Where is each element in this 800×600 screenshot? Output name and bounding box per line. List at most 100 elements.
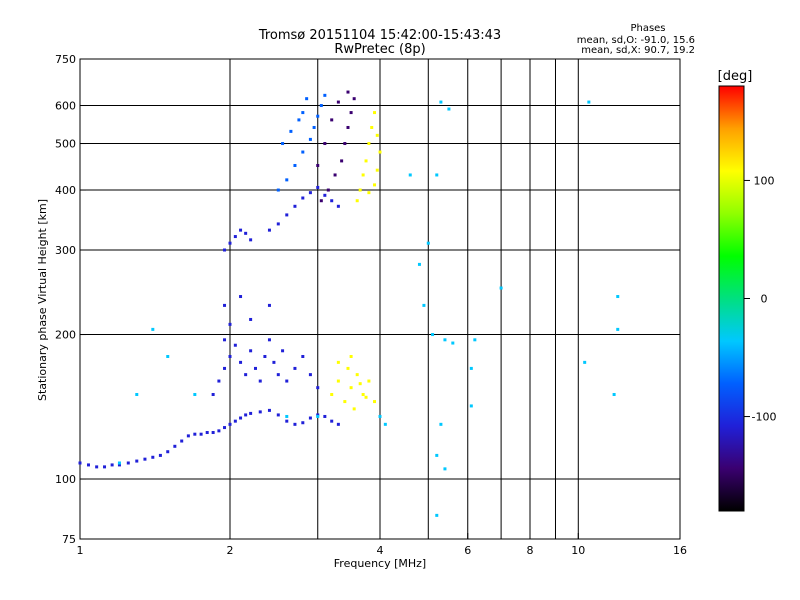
data-point [451, 341, 455, 345]
data-point [612, 393, 616, 397]
data-points [78, 90, 620, 517]
data-point [267, 228, 271, 232]
data-point [217, 379, 221, 383]
data-point [233, 343, 237, 347]
y-tick-label: 200 [55, 329, 76, 342]
data-point [316, 114, 320, 118]
data-point [276, 222, 280, 226]
data-point [316, 414, 320, 418]
y-tick-label: 100 [55, 473, 76, 486]
data-point [305, 97, 309, 101]
data-point [439, 100, 443, 104]
data-point [297, 118, 301, 122]
y-tick-label: 400 [55, 184, 76, 197]
data-point [443, 338, 447, 342]
data-point [340, 159, 344, 163]
data-point [285, 178, 289, 182]
data-point [244, 231, 248, 235]
data-point [469, 366, 473, 370]
x-tick-label: 4 [377, 544, 384, 557]
data-point [258, 379, 262, 383]
data-point [323, 93, 327, 97]
colorbar-tick-label: 0 [761, 293, 768, 306]
data-point [330, 419, 334, 423]
data-point [244, 413, 248, 417]
data-point [364, 159, 368, 163]
colorbar-label: [deg] [718, 69, 753, 84]
data-point [78, 461, 82, 465]
data-point [86, 463, 90, 467]
data-point [258, 410, 262, 414]
data-point [272, 360, 276, 364]
data-point [355, 373, 359, 377]
data-point [358, 382, 362, 386]
data-point [166, 450, 170, 454]
data-point [367, 191, 371, 195]
data-point [281, 142, 285, 146]
data-point [435, 513, 439, 517]
data-point [364, 395, 368, 399]
chart-subtitle: RwPretec (8p) [334, 42, 425, 57]
data-point [499, 286, 503, 290]
series-group [316, 90, 356, 203]
data-point [358, 188, 362, 192]
data-point [285, 379, 289, 383]
data-point [301, 421, 305, 425]
data-point [319, 199, 323, 203]
x-tick-label: 8 [527, 544, 534, 557]
data-point [349, 111, 353, 115]
x-tick-label: 10 [571, 544, 585, 557]
data-point [217, 429, 221, 433]
data-point [439, 422, 443, 426]
grid-lines [80, 59, 680, 539]
data-point [587, 100, 591, 104]
data-point [211, 431, 215, 435]
data-point [323, 142, 327, 146]
data-point [308, 373, 312, 377]
colorbar: [deg] 100 0 -100 [718, 69, 777, 512]
data-point [336, 379, 340, 383]
data-point [135, 459, 139, 463]
data-point [367, 379, 371, 383]
data-point [408, 173, 412, 177]
data-point [422, 303, 426, 307]
data-point [205, 431, 209, 435]
data-point [285, 419, 289, 423]
data-point [352, 97, 356, 101]
data-point [276, 188, 280, 192]
data-point [583, 360, 587, 364]
data-point [223, 426, 227, 430]
data-point [346, 90, 350, 94]
data-point [330, 118, 334, 122]
data-point [323, 414, 327, 418]
y-axis-label: Stationary phase Virtual Height [km] [36, 199, 49, 401]
plot-area: 1 2 4 6 8 10 16 75 100 200 300 400 500 600 750 [55, 53, 687, 557]
data-point [276, 413, 280, 417]
data-point [308, 416, 312, 420]
data-point [239, 295, 243, 299]
data-point [166, 354, 170, 358]
data-point [355, 199, 359, 203]
data-point [378, 150, 382, 154]
series-group [330, 354, 377, 411]
x-tick-label: 6 [464, 544, 471, 557]
data-point [117, 463, 121, 467]
data-point [319, 104, 323, 108]
data-point [267, 303, 271, 307]
data-point [378, 414, 382, 418]
data-point [151, 327, 155, 331]
data-point [276, 373, 280, 377]
data-point [285, 414, 289, 418]
data-point [352, 407, 356, 411]
data-point [301, 111, 305, 115]
y-tick-label: 300 [55, 244, 76, 257]
data-point [417, 262, 421, 266]
data-point [443, 467, 447, 471]
data-point [267, 408, 271, 412]
data-point [249, 411, 253, 415]
data-point [316, 185, 320, 189]
colorbar-tick-label: 100 [754, 174, 775, 187]
data-point [143, 457, 147, 461]
colorbar-tick-label: -100 [752, 411, 777, 424]
